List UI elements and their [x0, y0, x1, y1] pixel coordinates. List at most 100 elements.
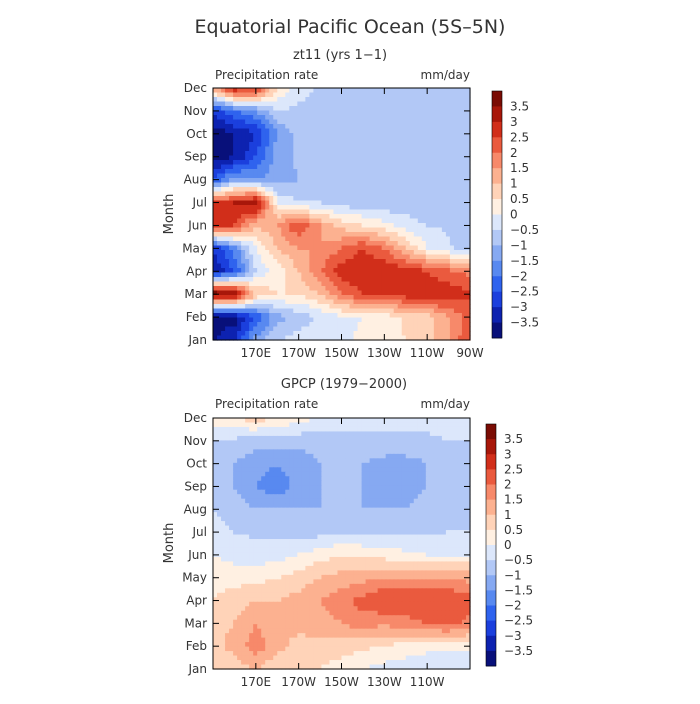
field-cell — [358, 214, 363, 219]
field-cell — [261, 454, 266, 459]
field-cell — [333, 472, 338, 477]
field-cell — [386, 327, 391, 332]
field-cell — [245, 178, 250, 183]
field-cell — [285, 300, 290, 305]
field-cell — [426, 169, 431, 174]
field-cell — [390, 228, 395, 233]
field-cell — [237, 138, 242, 143]
colorbar-swatch — [492, 199, 502, 215]
y-tick-label: Apr — [186, 264, 207, 278]
field-cell — [329, 499, 334, 504]
field-cell — [386, 331, 391, 336]
field-cell — [462, 219, 467, 224]
field-cell — [454, 490, 459, 495]
field-cell — [281, 129, 286, 134]
field-cell — [366, 147, 371, 152]
field-cell — [374, 160, 379, 165]
field-cell — [362, 192, 367, 197]
field-cell — [346, 268, 351, 273]
field-cell — [450, 282, 455, 287]
field-cell — [454, 282, 459, 287]
field-cell — [426, 192, 431, 197]
field-cell — [366, 192, 371, 197]
field-cell — [305, 264, 310, 269]
field-cell — [410, 120, 415, 125]
field-cell — [430, 458, 435, 463]
field-cell — [442, 115, 447, 120]
field-cell — [362, 318, 367, 323]
field-cell — [273, 490, 278, 495]
field-cell — [450, 259, 455, 264]
field-cell — [265, 88, 270, 93]
field-cell — [366, 304, 371, 309]
field-cell — [261, 445, 266, 450]
field-cell — [426, 111, 431, 116]
field-cell — [406, 88, 411, 93]
field-cell — [426, 331, 431, 336]
field-cell — [233, 183, 238, 188]
field-cell — [257, 431, 262, 436]
field-cell — [337, 147, 342, 152]
field-cell — [241, 472, 246, 477]
field-cell — [309, 331, 314, 336]
field-cell — [317, 129, 322, 134]
field-cell — [438, 120, 443, 125]
field-cell — [374, 205, 379, 210]
field-cell — [221, 237, 226, 242]
field-cell — [442, 210, 447, 215]
field-cell — [301, 115, 306, 120]
field-cell — [321, 273, 326, 278]
field-cell — [269, 183, 274, 188]
field-cell — [414, 196, 419, 201]
field-cell — [317, 445, 322, 450]
colorbar-swatch — [492, 184, 502, 200]
field-cell — [261, 115, 266, 120]
field-cell — [241, 295, 246, 300]
field-cell — [422, 427, 427, 432]
field-cell — [237, 88, 242, 93]
field-cell — [454, 214, 459, 219]
field-cell — [410, 106, 415, 111]
field-cell — [446, 142, 451, 147]
field-cell — [422, 102, 427, 107]
field-cell — [434, 165, 439, 170]
field-cell — [241, 318, 246, 323]
field-cell — [309, 476, 314, 481]
field-cell — [293, 97, 298, 102]
field-cell — [378, 151, 383, 156]
field-cell — [237, 422, 242, 427]
field-cell — [410, 494, 415, 499]
field-cell — [333, 327, 338, 332]
field-cell — [329, 156, 334, 161]
field-cell — [329, 205, 334, 210]
field-cell — [221, 268, 226, 273]
field-cell — [366, 458, 371, 463]
field-cell — [358, 178, 363, 183]
field-cell — [434, 309, 439, 314]
field-cell — [454, 129, 459, 134]
field-cell — [370, 499, 375, 504]
field-cell — [225, 273, 230, 278]
field-cell — [221, 169, 226, 174]
field-cell — [446, 201, 451, 206]
field-cell — [378, 476, 383, 481]
field-cell — [358, 142, 363, 147]
field-cell — [434, 322, 439, 327]
field-cell — [426, 214, 431, 219]
field-cell — [438, 494, 443, 499]
field-cell — [410, 138, 415, 143]
field-cell — [418, 499, 423, 504]
field-cell — [293, 322, 298, 327]
field-cell — [333, 88, 338, 93]
field-cell — [237, 102, 242, 107]
field-cell — [253, 449, 258, 454]
field-cell — [245, 418, 250, 423]
field-cell — [233, 210, 238, 215]
field-cell — [333, 264, 338, 269]
field-cell — [321, 93, 326, 98]
field-cell — [297, 508, 302, 513]
field-cell — [241, 282, 246, 287]
field-cell — [269, 138, 274, 143]
field-cell — [370, 142, 375, 147]
field-cell — [297, 93, 302, 98]
